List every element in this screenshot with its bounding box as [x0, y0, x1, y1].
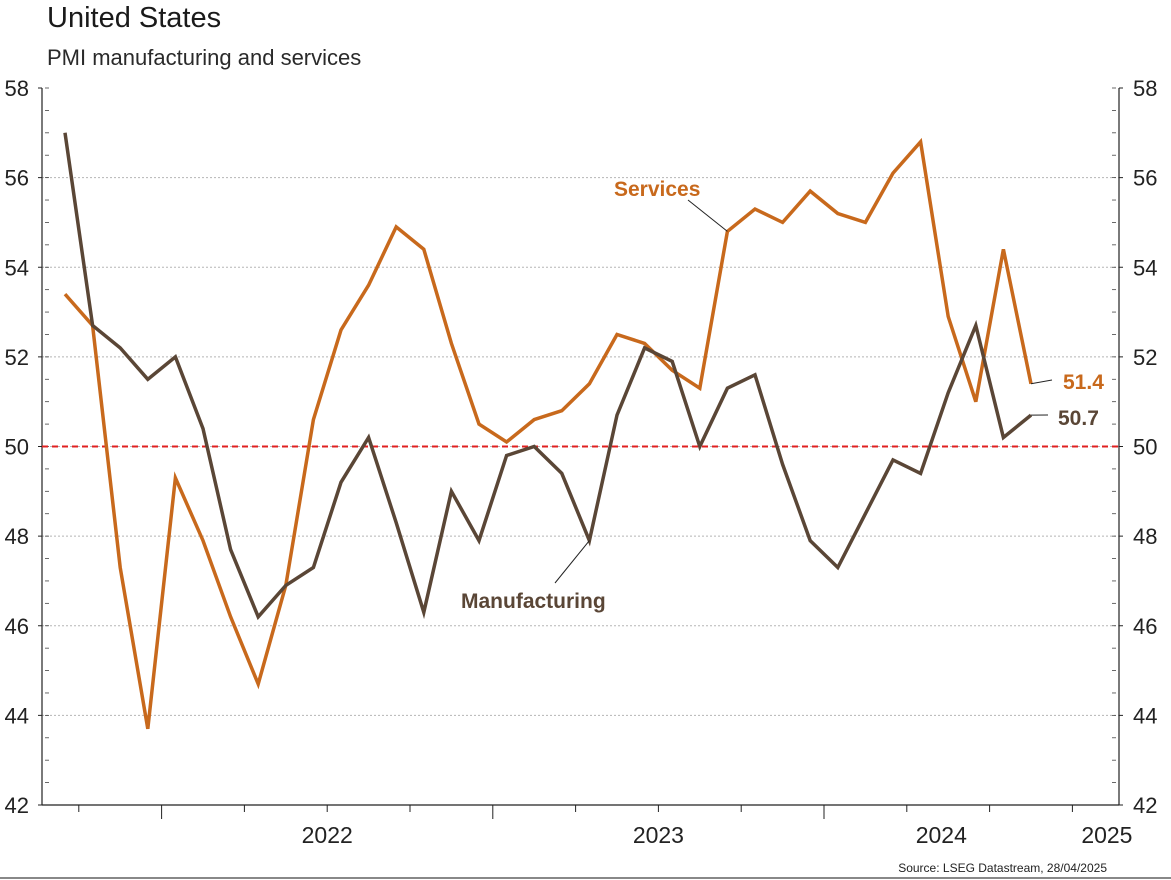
y-tick-right-44: 44 [1133, 703, 1157, 728]
x-axis: 2022 2023 2024 2025 [302, 822, 1133, 848]
x-year-label-2022: 2022 [302, 822, 353, 848]
series-annotations: Services Manufacturing 51.4 50.7 [461, 178, 1104, 613]
y-tick-right-46: 46 [1133, 614, 1157, 639]
y-tick-left-54: 54 [5, 255, 29, 280]
x-year-label-2024: 2024 [916, 822, 967, 848]
bottom-rule [0, 877, 1171, 879]
services-leader-line [687, 199, 728, 232]
chart-subtitle: PMI manufacturing and services [47, 45, 362, 70]
chart-axes [38, 87, 1123, 819]
y-tick-right-48: 48 [1133, 524, 1157, 549]
source-note: Source: LSEG Datastream, 28/04/2025 [898, 861, 1107, 875]
y-tick-left-48: 48 [5, 524, 29, 549]
y-axis-right: 42 44 46 48 50 52 54 56 58 [1133, 76, 1157, 818]
x-year-label-2025: 2025 [1081, 822, 1132, 848]
series-line-services [63, 137, 1033, 730]
y-axis-left: 42 44 46 48 50 52 54 56 58 [5, 76, 29, 818]
y-tick-left-42: 42 [5, 793, 29, 818]
y-tick-left-58: 58 [5, 76, 29, 101]
chart-title: United States [47, 2, 222, 34]
y-tick-left-44: 44 [5, 703, 29, 728]
y-tick-right-50: 50 [1133, 435, 1157, 460]
y-tick-left-52: 52 [5, 345, 29, 370]
y-tick-left-46: 46 [5, 614, 29, 639]
services-end-leader [1030, 379, 1053, 385]
y-tick-right-42: 42 [1133, 793, 1157, 818]
series-line-manufacturing [63, 132, 1033, 621]
x-year-label-2023: 2023 [633, 822, 684, 848]
y-tick-left-50: 50 [5, 435, 29, 460]
y-tick-right-56: 56 [1133, 166, 1157, 191]
y-tick-right-54: 54 [1133, 255, 1157, 280]
manufacturing-end-value: 50.7 [1058, 407, 1099, 430]
manufacturing-leader-line [554, 540, 590, 584]
y-tick-right-58: 58 [1133, 76, 1157, 101]
services-label: Services [614, 178, 700, 201]
services-end-value: 51.4 [1063, 371, 1104, 394]
series-lines [63, 132, 1033, 730]
y-tick-left-56: 56 [5, 166, 29, 191]
manufacturing-label: Manufacturing [461, 590, 606, 613]
y-tick-right-52: 52 [1133, 345, 1157, 370]
